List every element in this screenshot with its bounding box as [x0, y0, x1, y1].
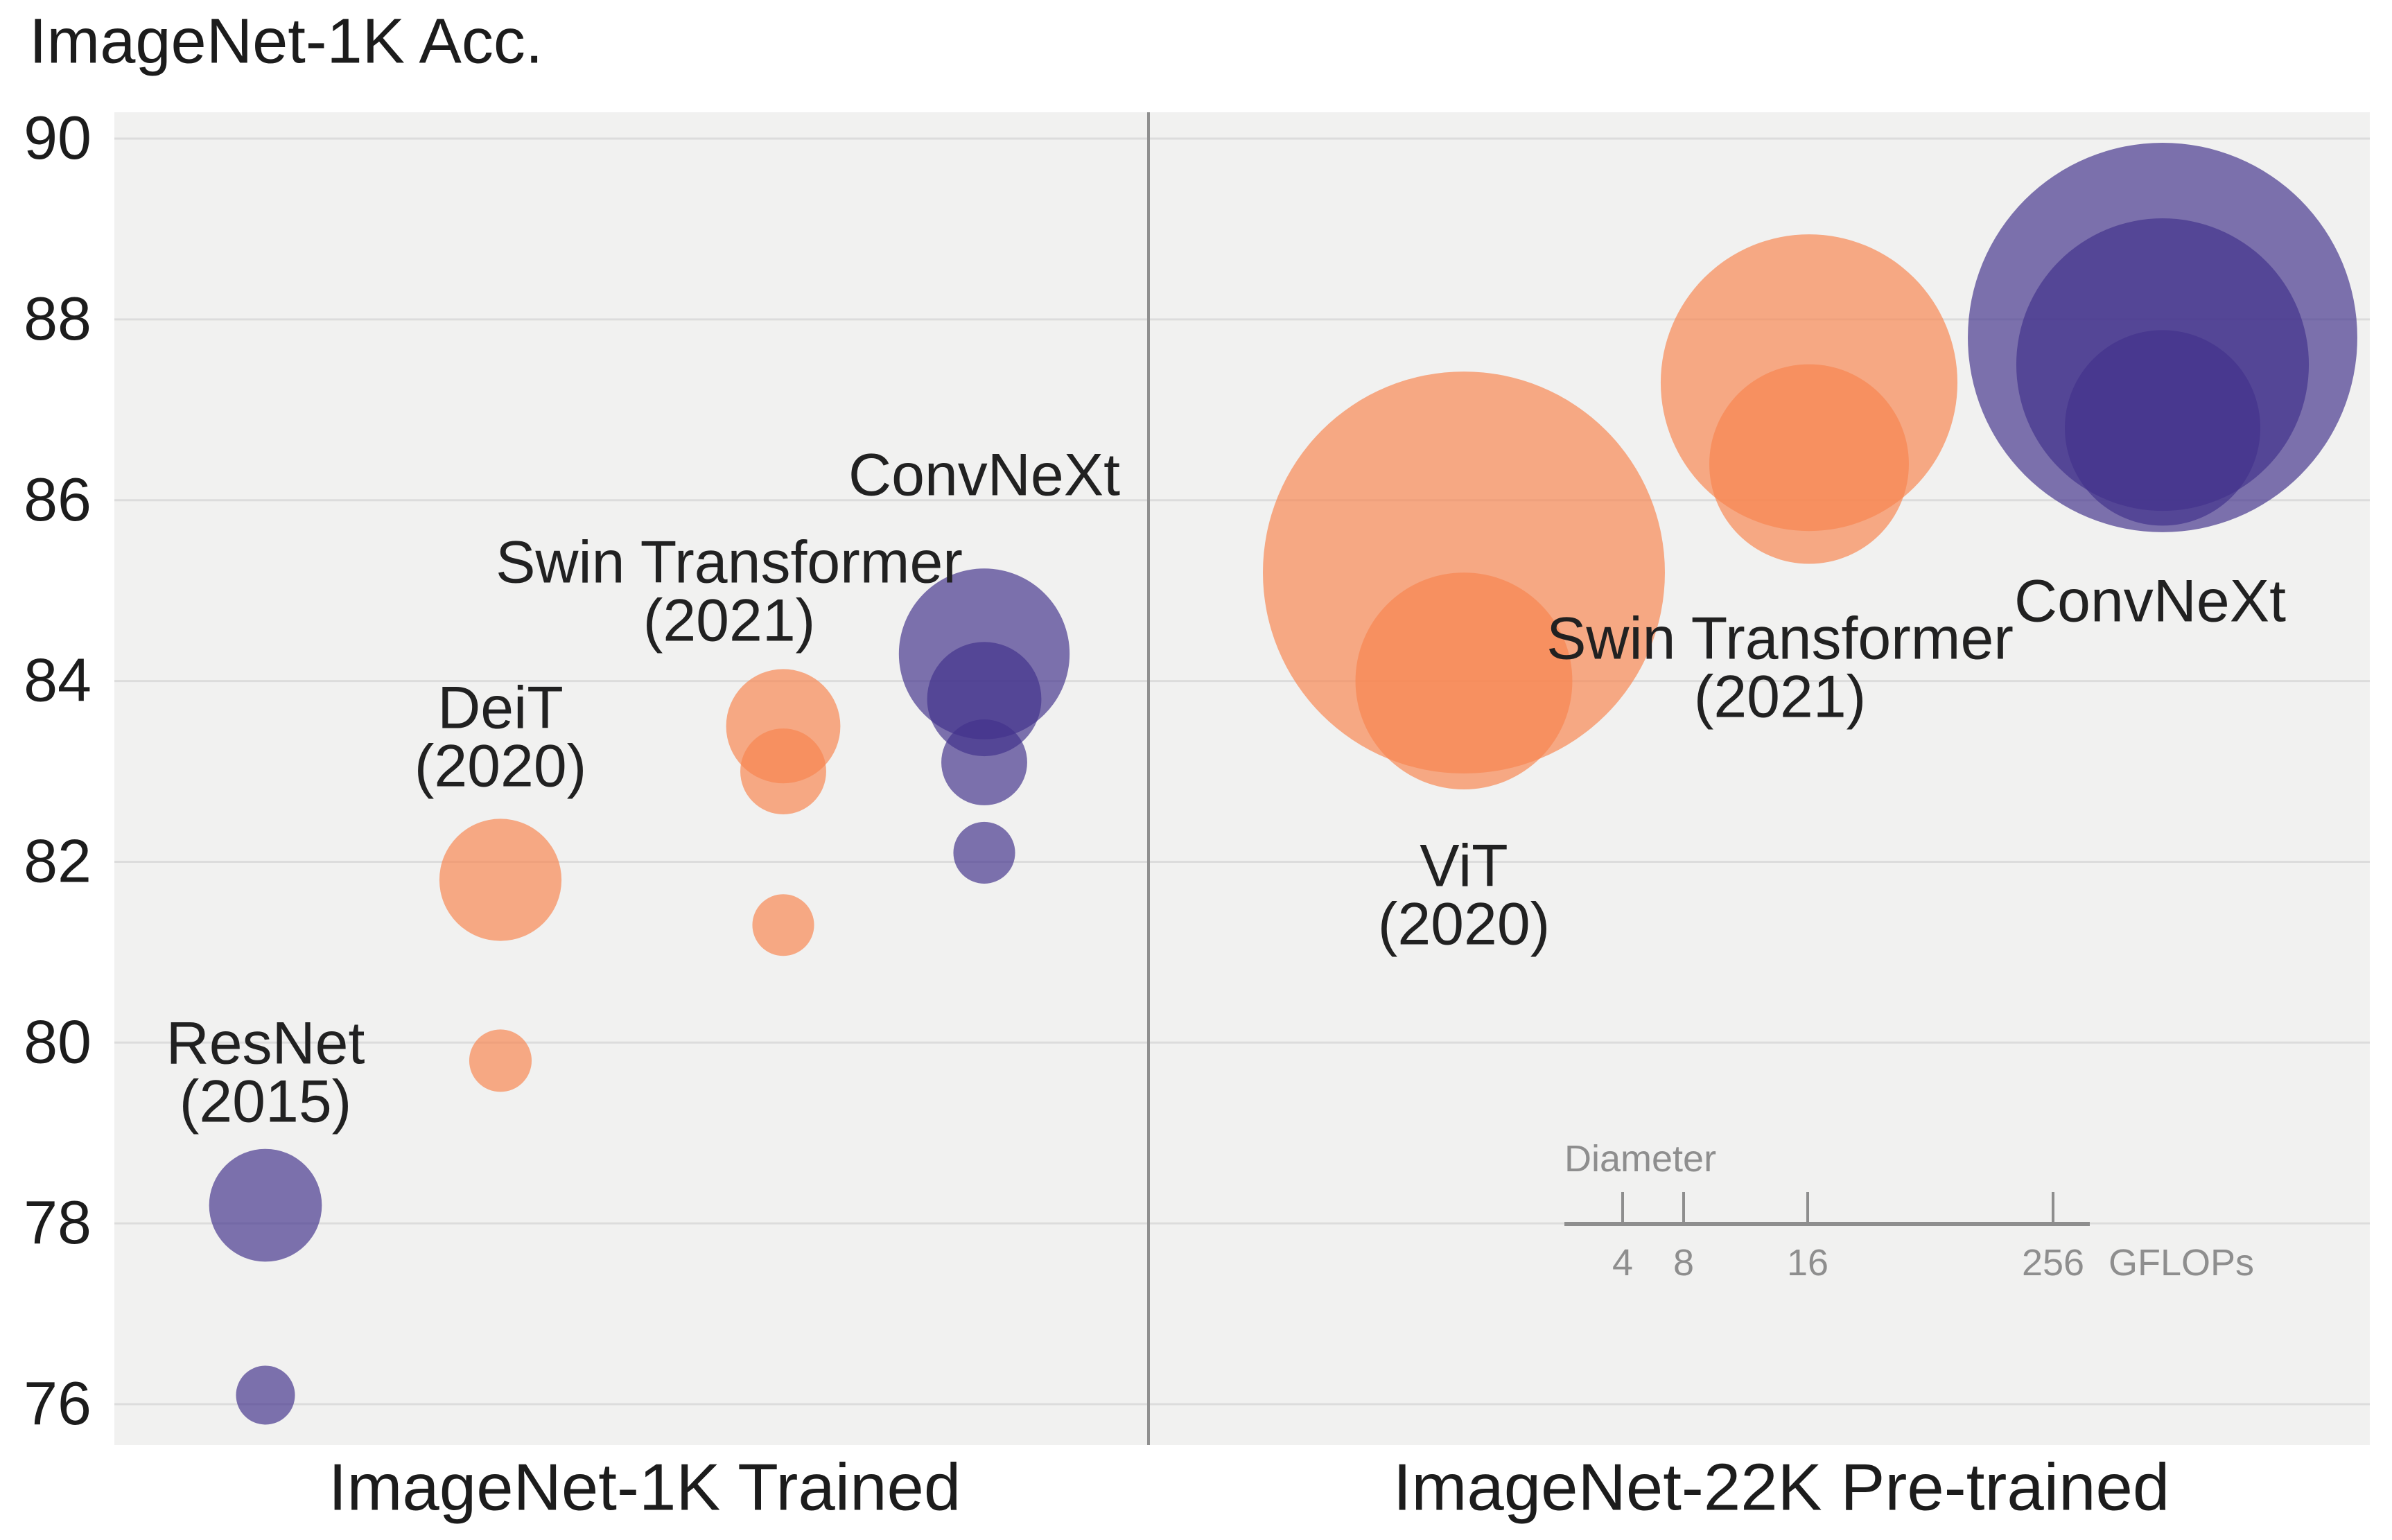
group-label-convnext-line1: ConvNeXt: [848, 441, 1120, 508]
y-tick-label-80: 80: [24, 1007, 91, 1076]
legend-tick-label-256: 256: [2022, 1242, 2084, 1284]
y-tick-label-76: 76: [24, 1369, 91, 1437]
group-label-resnet-line2: (2015): [180, 1068, 352, 1135]
group-label-resnet-line1: ResNet: [166, 1010, 365, 1076]
legend-tick-label-4: 4: [1612, 1242, 1633, 1284]
y-tick-label-82: 82: [24, 826, 91, 895]
group-label-swin-transformer-line2: (2021): [643, 587, 816, 654]
group-label-convnext-line1: ConvNeXt: [2014, 568, 2286, 634]
y-tick-label-88: 88: [24, 284, 91, 353]
group-label-deit-line2: (2020): [414, 733, 587, 799]
chart-title: ImageNet-1K Acc.: [29, 6, 543, 76]
group-label-swin-transformer-line2: (2021): [1694, 663, 1867, 730]
bubble-resnet-76.1: [236, 1365, 295, 1425]
legend-title: Diameter: [1564, 1138, 1716, 1180]
y-tick-label-78: 78: [24, 1188, 91, 1257]
x-axis-panel-label-1: ImageNet-1K Trained: [329, 1451, 961, 1525]
group-label-vit-line1: ViT: [1420, 832, 1508, 899]
bubble-convnext-86.8: [2064, 330, 2261, 526]
bubble-resnet-78.2: [209, 1148, 322, 1262]
bubble-convnext-83.8: [927, 642, 1042, 757]
group-label-deit-line1: DeiT: [437, 674, 564, 741]
bubble-convnext-82.1: [953, 821, 1015, 884]
bubble-deit-79.8: [469, 1029, 532, 1092]
legend-tick-label-8: 8: [1673, 1242, 1694, 1284]
bubble-swin-transformer-86.4: [1709, 364, 1909, 564]
bubble-swin-transformer-83: [740, 728, 826, 814]
bubble-swin-transformer-81.3: [752, 894, 814, 956]
x-axis-panel-label-2: ImageNet-22K Pre-trained: [1393, 1451, 2170, 1525]
legend-unit-label: GFLOPs: [2109, 1242, 2254, 1284]
group-label-swin-transformer-line1: Swin Transformer: [1546, 605, 2014, 672]
bubble-deit-81.8: [439, 819, 562, 941]
y-tick-label-90: 90: [24, 103, 91, 172]
y-tick-label-86: 86: [24, 465, 91, 534]
group-label-swin-transformer-line1: Swin Transformer: [496, 529, 963, 595]
group-label-vit-line2: (2020): [1378, 891, 1551, 957]
bubble-convnext-83.1: [941, 719, 1027, 805]
bubble-vit-84: [1355, 572, 1573, 790]
y-tick-label-84: 84: [24, 646, 91, 715]
legend-tick-label-16: 16: [1787, 1242, 1828, 1284]
